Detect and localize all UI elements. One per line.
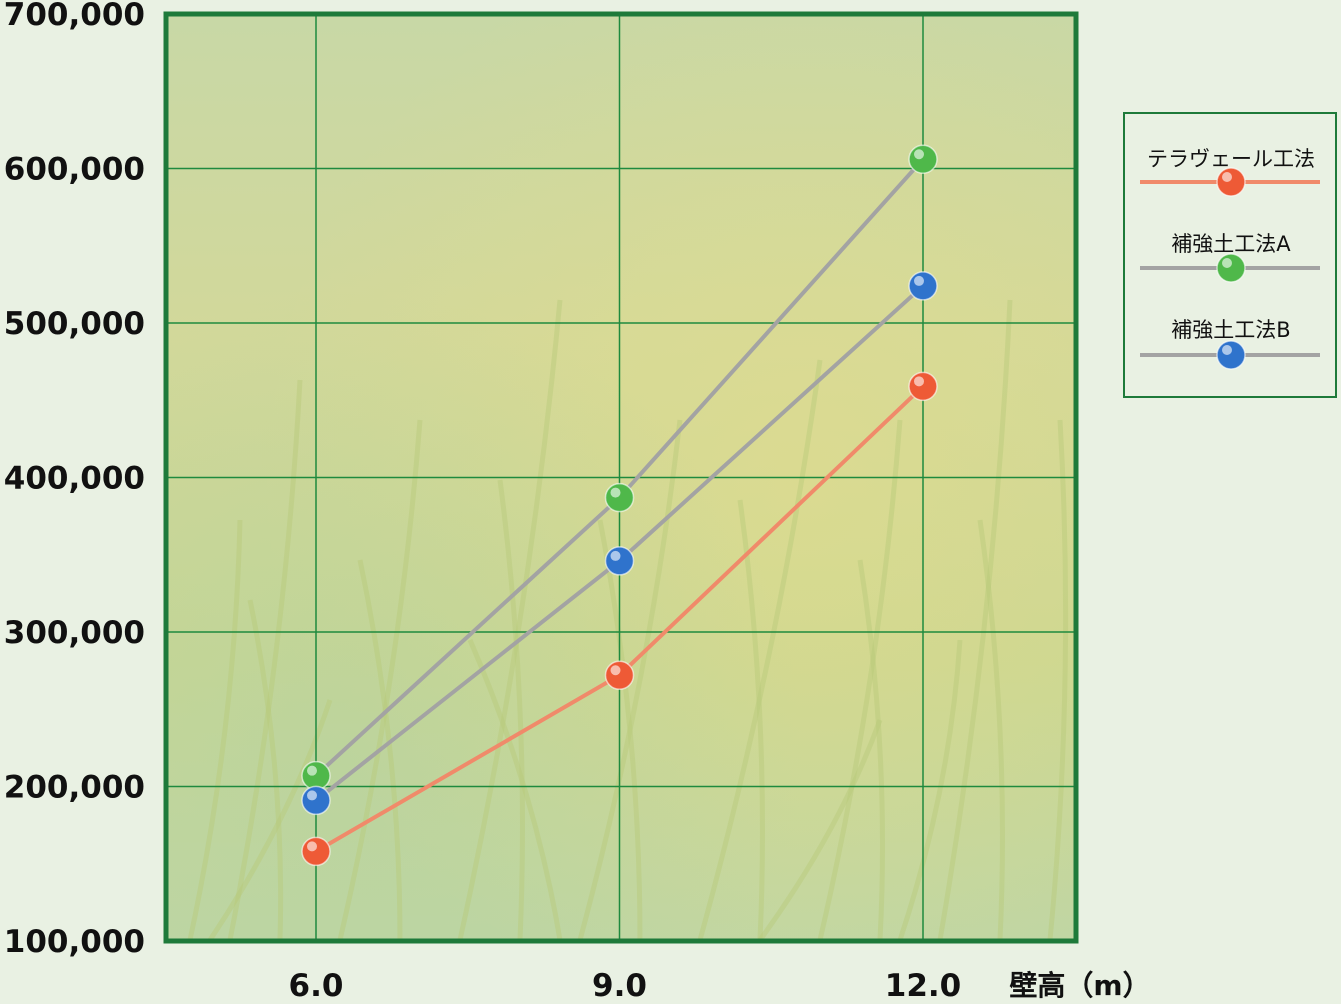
data-point [301, 836, 331, 867]
x-tick-label: 6.0 [289, 968, 344, 1004]
grass-blade-decoration [897, 639, 963, 941]
x-axis-title: 壁高（m） [1009, 969, 1150, 1002]
y-tick-label: 600,000 [4, 152, 145, 188]
grass-blade-decoration [497, 479, 525, 941]
grass-blade-decoration [467, 639, 563, 941]
grass-blade-decoration [457, 299, 563, 941]
y-tick-label: 100,000 [4, 924, 145, 960]
grass-blade-decoration [577, 419, 683, 941]
series-layer [301, 144, 938, 867]
plot-frame [163, 11, 1079, 944]
data-point [908, 371, 938, 402]
legend-item: 補強土工法A [1140, 232, 1320, 283]
grass-blade-decoration [357, 559, 403, 941]
grass-blade-decoration [857, 559, 885, 941]
data-point [301, 760, 331, 791]
x-tick-label: 9.0 [592, 968, 647, 1004]
y-axis-tick-labels: 100,000 200,000 300,000 400,000 500,000 600,0… [4, 0, 145, 960]
grass-blade-decoration [757, 719, 883, 942]
plot-border [163, 11, 1079, 944]
legend-label: 補強土工法B [1171, 318, 1290, 342]
grass-blade-decoration [207, 699, 333, 942]
data-point [604, 546, 635, 576]
grass-blade-decoration [227, 379, 303, 941]
grass-blade-decoration [937, 299, 1013, 941]
y-tick-label: 200,000 [4, 770, 145, 806]
grass-blade-decoration [817, 419, 903, 941]
legend-marker [1216, 167, 1246, 197]
grass-blade-decoration [977, 519, 1005, 941]
y-tick-label: 700,000 [4, 0, 145, 33]
y-tick-label: 300,000 [4, 615, 145, 651]
legend-label: テラヴェール工法 [1147, 147, 1315, 171]
x-tick-label: 12.0 [885, 968, 962, 1004]
grass-blade-decoration [337, 419, 423, 941]
grass-blade-decoration [597, 519, 643, 941]
legend-item: 補強土工法B [1140, 318, 1320, 370]
y-tick-label: 400,000 [4, 461, 145, 497]
grass-blade-decoration [1047, 419, 1069, 941]
grass-blade-decoration [697, 359, 823, 941]
x-axis-tick-labels: 6.0 9.0 12.0 [289, 968, 962, 1004]
data-point [908, 271, 938, 301]
grass-blade-decoration [187, 519, 243, 941]
legend-marker [1216, 340, 1246, 370]
grass-blade-decoration [737, 499, 765, 941]
legend-label: 補強土工法A [1171, 232, 1291, 256]
y-tick-label: 500,000 [4, 306, 145, 342]
data-point [604, 482, 635, 513]
data-point [301, 785, 331, 816]
legend-marker [1216, 253, 1246, 283]
data-point [908, 144, 938, 174]
legend-item: テラヴェール工法 [1140, 147, 1320, 197]
data-point [604, 660, 635, 691]
grass-blade-decoration [247, 599, 284, 941]
